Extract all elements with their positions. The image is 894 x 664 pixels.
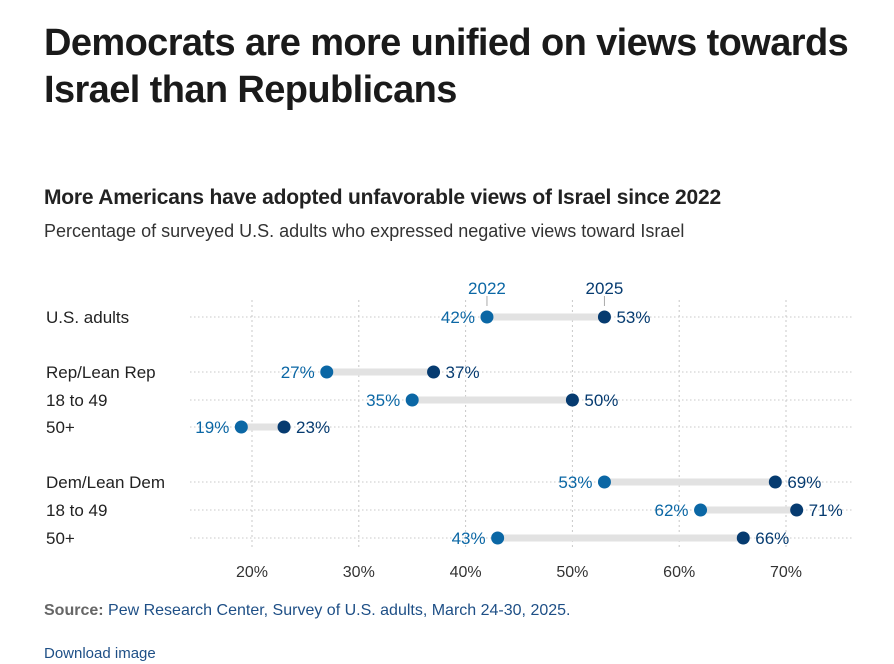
value-label-2025: 37% [446,363,480,382]
chart-subtitle: Percentage of surveyed U.S. adults who e… [44,221,685,241]
dot-2022 [480,310,494,324]
dot-2025 [768,475,782,489]
legend-label-2025: 2025 [586,279,624,298]
row-label: 18 to 49 [46,501,107,520]
source-note: Source: Pew Research Center, Survey of U… [44,602,570,620]
value-label-2022: 35% [366,391,400,410]
dot-2025 [736,531,750,545]
dot-2025 [565,393,579,407]
value-labels: 42% 53% 27% 37% 35% 50% 19% 23% 53% 69% 62% 71% 43% 6… [195,308,842,548]
dot-2022 [234,420,248,434]
value-label-2025: 69% [787,473,821,492]
x-tick-label: 40% [450,564,482,581]
row-labels: U.S. adults Rep/Lean Rep 18 to 49 50+ Dem/Le… [46,308,165,548]
row-label: 18 to 49 [46,391,107,410]
dot-2022 [491,531,505,545]
source-label: Source: [44,602,104,619]
x-tick-label: 70% [770,564,802,581]
dot-2022 [694,503,708,517]
value-label-2025: 66% [755,529,789,548]
legend: 2022 2025 [468,279,623,306]
value-label-2025: 50% [584,391,618,410]
row-label: U.S. adults [46,308,129,327]
row-label: Dem/Lean Dem [46,473,165,492]
chart-title: More Americans have adopted unfavorable … [44,186,721,209]
page-title: Democrats are more unified on views towa… [44,22,849,111]
legend-label-2022: 2022 [468,279,506,298]
dot-2022 [405,393,419,407]
dot-2025 [427,365,441,379]
value-label-2025: 53% [616,308,650,327]
dot-2025 [790,503,804,517]
value-label-2025: 23% [296,418,330,437]
value-label-2022: 62% [655,501,689,520]
x-tick-label: 60% [663,564,695,581]
value-label-2022: 53% [558,473,592,492]
dot-2025 [597,310,611,324]
dot-2022 [597,475,611,489]
dot-2022 [320,365,334,379]
value-label-2022: 42% [441,308,475,327]
dot-2025 [277,420,291,434]
dots [234,310,804,545]
source-text: Pew Research Center, Survey of U.S. adul… [103,602,571,619]
dumbbell-chart: U.S. adults Rep/Lean Rep 18 to 49 50+ Dem/Le… [46,279,852,581]
download-image-link[interactable]: Download image [44,645,156,662]
value-label-2022: 19% [195,418,229,437]
x-axis-tick-labels: 20% 30% 40% 50% 60% 70% [236,564,802,581]
row-label: 50+ [46,529,75,548]
value-label-2025: 71% [809,501,843,520]
value-label-2022: 27% [281,363,315,382]
x-tick-label: 30% [343,564,375,581]
value-label-2022: 43% [452,529,486,548]
row-label: 50+ [46,418,75,437]
x-tick-label: 50% [556,564,588,581]
x-tick-label: 20% [236,564,268,581]
row-label: Rep/Lean Rep [46,363,156,382]
connectors [241,313,797,542]
